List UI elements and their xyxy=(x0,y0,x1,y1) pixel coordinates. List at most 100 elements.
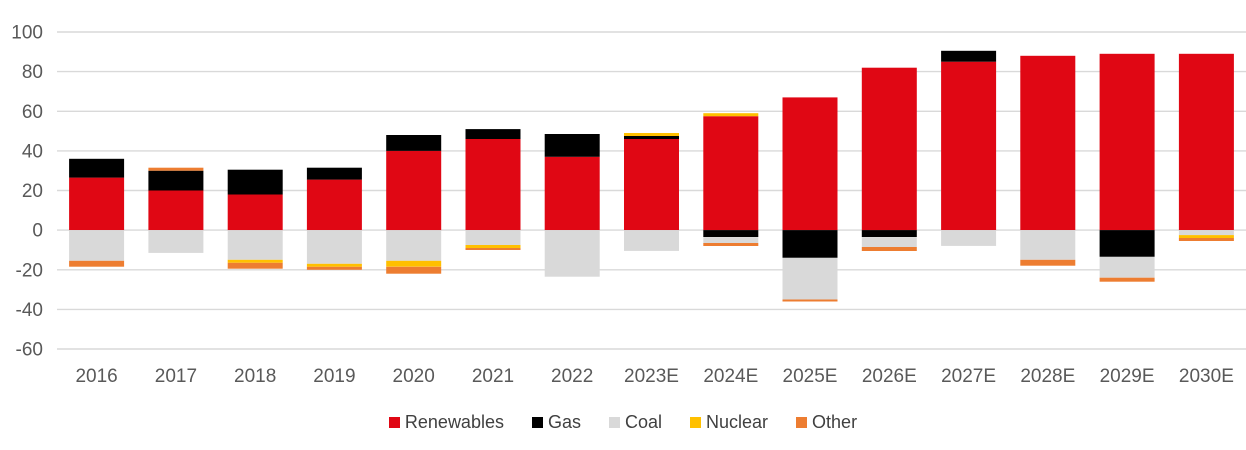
y-axis-tick-label: -40 xyxy=(16,300,43,321)
y-axis-tick-label: 80 xyxy=(22,62,43,83)
bar-segment-coal-2018 xyxy=(227,230,283,260)
bar-segment-gas-2016 xyxy=(69,158,125,178)
legend-label-renewables: Renewables xyxy=(404,412,504,432)
x-axis-tick-label: 2030E xyxy=(1179,366,1234,387)
legend-item-gas: Gas xyxy=(531,411,581,433)
bar-segment-renewables-2021 xyxy=(465,139,521,231)
bar-segment-coal-2030E xyxy=(1178,230,1234,236)
bar-segment-gas-2027E xyxy=(941,50,997,62)
bar-segment-coal-2027E xyxy=(941,230,997,246)
legend-label-nuclear: Nuclear xyxy=(706,412,769,432)
legend-label-gas: Gas xyxy=(547,412,581,432)
bar-segment-renewables-2019 xyxy=(306,179,362,231)
bar-segment-other-2017 xyxy=(148,167,204,171)
x-axis-tick-label: 2024E xyxy=(703,366,758,387)
bar-segment-gas-2026E xyxy=(861,230,917,237)
x-axis-tick-label: 2029E xyxy=(1100,366,1155,387)
y-axis-tick-label: 40 xyxy=(22,141,43,162)
bar-segment-coal-2026E xyxy=(861,237,917,247)
bar-segment-other-2028E xyxy=(1020,259,1076,266)
bar-segment-coal-2022 xyxy=(544,230,600,277)
x-axis-tick-label: 2018 xyxy=(234,366,276,387)
bar-segment-gas-2024E xyxy=(703,230,759,237)
legend-item-other: Other xyxy=(796,411,857,433)
bar-segment-coal-2029E xyxy=(1099,256,1155,278)
legend-swatch-renewables xyxy=(388,416,400,428)
bar-segment-other-2016 xyxy=(69,260,125,267)
bar-segment-other-2019 xyxy=(306,266,362,270)
bar-segment-nuclear-2019 xyxy=(306,263,362,267)
bar-segment-gas-2025E xyxy=(782,230,838,258)
x-axis-tick-label: 2028E xyxy=(1020,366,1075,387)
bar-segment-nuclear-2020 xyxy=(386,260,442,267)
legend-swatch-other xyxy=(796,416,808,428)
bar-segment-gas-2023E xyxy=(624,136,679,139)
bar-segment-gas-2021 xyxy=(465,129,521,139)
bar-segment-gas-2022 xyxy=(544,134,600,157)
legend-swatch-gas xyxy=(531,416,543,428)
bar-segment-other-2020 xyxy=(386,266,442,274)
bar-segment-coal-2020 xyxy=(386,230,442,261)
bar-segment-other-2030E xyxy=(1178,238,1234,241)
x-axis-tick-label: 2025E xyxy=(783,366,838,387)
bar-segment-renewables-2018 xyxy=(227,194,283,231)
bar-segment-other-2026E xyxy=(861,247,917,251)
bar-segment-nuclear-2023E xyxy=(624,133,679,136)
bar-segment-gas-2029E xyxy=(1099,230,1155,257)
legend-swatch-nuclear xyxy=(690,416,702,428)
y-axis-tick-label: 0 xyxy=(32,221,43,242)
bar-segment-renewables-2025E xyxy=(782,97,838,231)
bar-segment-coal-2025E xyxy=(782,257,838,300)
legend-item-nuclear: Nuclear xyxy=(690,411,768,433)
bar-segment-other-2029E xyxy=(1099,277,1155,282)
bar-segment-coal-2021 xyxy=(465,230,521,245)
bar-segment-renewables-2026E xyxy=(861,67,917,231)
bar-segment-coal-2028E xyxy=(1020,230,1076,260)
bar-segment-nuclear-2030E xyxy=(1178,235,1234,239)
bar-segment-nuclear-2021 xyxy=(465,245,521,248)
y-axis-tick-label: 100 xyxy=(11,23,43,44)
bar-segment-coal-2023E xyxy=(624,230,679,251)
bar-segment-nuclear-2024E xyxy=(703,113,759,117)
bar-segment-gas-2018 xyxy=(227,169,283,195)
bar-segment-renewables-2027E xyxy=(941,61,997,231)
legend-item-renewables: Renewables xyxy=(388,411,504,433)
bar-segment-coal-2024E xyxy=(703,237,759,243)
chart-legend: Renewables Gas Coal Nuclear Other xyxy=(0,411,1246,433)
bar-segment-coal-2016 xyxy=(69,230,125,261)
legend-label-other: Other xyxy=(812,412,858,432)
x-axis-tick-label: 2022 xyxy=(551,366,593,387)
bar-segment-other-2021 xyxy=(465,248,521,250)
bar-segment-nuclear-2018 xyxy=(227,259,283,263)
y-axis-tick-label: 20 xyxy=(22,181,43,202)
legend-swatch-coal xyxy=(608,416,620,428)
bar-segment-other-2018 xyxy=(227,262,283,269)
bar-segment-renewables-2016 xyxy=(69,177,125,231)
bar-segment-gas-2019 xyxy=(306,167,362,180)
bar-segment-renewables-2029E xyxy=(1099,53,1155,231)
x-axis-tick-label: 2026E xyxy=(862,366,917,387)
x-axis-tick-label: 2017 xyxy=(155,366,197,387)
y-axis-tick-label: -60 xyxy=(16,340,43,361)
x-axis-tick-label: 2016 xyxy=(75,366,117,387)
bar-segment-renewables-2030E xyxy=(1178,53,1234,231)
y-axis-tick-label: 60 xyxy=(22,102,43,123)
x-axis-tick-label: 2023E xyxy=(624,366,679,387)
x-axis-tick-label: 2020 xyxy=(393,366,435,387)
bar-segment-renewables-2020 xyxy=(386,150,442,231)
x-axis-tick-label: 2019 xyxy=(313,366,355,387)
bar-segment-coal-2019 xyxy=(306,230,362,264)
bar-segment-other-2025E xyxy=(782,299,838,302)
bar-segment-renewables-2024E xyxy=(703,116,759,231)
x-axis-tick-label: 2027E xyxy=(941,366,996,387)
bar-segment-gas-2020 xyxy=(386,135,442,151)
legend-label-coal: Coal xyxy=(624,412,663,432)
x-axis-tick-label: 2021 xyxy=(472,366,514,387)
legend-item-coal: Coal xyxy=(608,411,663,433)
bar-segment-renewables-2022 xyxy=(544,156,600,231)
y-axis-tick-label: -20 xyxy=(16,260,43,281)
bar-segment-coal-2017 xyxy=(148,230,204,253)
bar-segment-renewables-2023E xyxy=(624,139,679,231)
